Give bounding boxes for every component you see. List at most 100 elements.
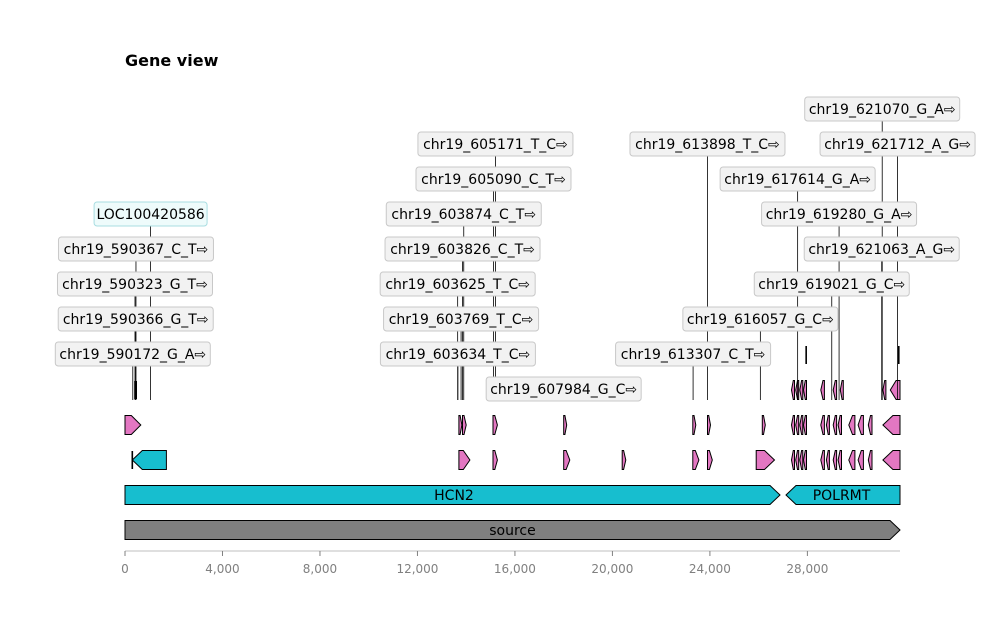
exon	[825, 415, 830, 435]
exon	[839, 380, 844, 400]
x-axis: 0 4,000 8,000 12,000 16,000 20,000 24,000 28,00…	[121, 550, 900, 576]
feature-tracks: source HCN2 POLRMT	[124, 485, 901, 540]
label-box	[379, 341, 536, 367]
label-box	[753, 271, 910, 297]
exon	[802, 450, 807, 470]
variant-label: chr19_619280_G_A⇨	[766, 207, 913, 223]
label-box	[485, 376, 642, 402]
variant-label: chr19_613307_C_T⇨	[621, 347, 766, 363]
feature-label: HCN2	[434, 488, 474, 504]
exon	[848, 415, 856, 435]
exon	[837, 415, 842, 435]
variant-label: chr19_603826_C_T⇨	[390, 242, 535, 258]
exon	[795, 450, 800, 470]
label-box	[415, 166, 572, 192]
label-box	[719, 166, 876, 192]
exon	[692, 450, 700, 470]
exon	[857, 415, 864, 435]
exon	[802, 380, 807, 400]
exon	[790, 380, 795, 400]
cds-feature	[131, 450, 167, 470]
variant-label: chr19_590323_G_T⇨	[62, 277, 208, 293]
variant-labels: LOC100420586 chr19_590367_C_T⇨ chr19_59032…	[54, 96, 976, 402]
exon	[761, 415, 766, 435]
label-box	[803, 236, 960, 262]
exon	[458, 450, 471, 470]
variant-label: chr19_613898_T_C⇨	[635, 137, 780, 153]
variant-label: chr19_603769_T_C⇨	[389, 312, 534, 328]
exon	[837, 450, 842, 470]
label-box	[682, 306, 839, 332]
exon	[462, 415, 467, 435]
exon	[563, 415, 568, 435]
variant-label: chr19_590172_G_A⇨	[59, 347, 206, 363]
exon	[124, 415, 142, 435]
label-box	[93, 201, 208, 227]
x-tick-label: 12,000	[396, 562, 438, 576]
exon	[795, 380, 800, 400]
exon	[848, 450, 856, 470]
label-box	[417, 131, 574, 157]
exon	[458, 415, 463, 435]
variant-label: chr19_621712_A_G⇨	[824, 137, 971, 153]
figure-title: Gene view	[125, 51, 219, 70]
exon	[799, 415, 804, 435]
exon	[492, 415, 498, 435]
exon	[707, 450, 713, 470]
exon	[790, 415, 795, 435]
exon	[799, 450, 804, 470]
variant-label: chr19_617614_G_A⇨	[724, 172, 871, 188]
exon	[832, 450, 838, 470]
exon	[857, 450, 864, 470]
x-tick-label: 16,000	[494, 562, 536, 576]
x-tick-label: 20,000	[591, 562, 633, 576]
exon	[692, 415, 697, 435]
exon	[755, 450, 776, 470]
label-box	[54, 341, 211, 367]
label-box	[56, 271, 213, 297]
label-box	[379, 271, 536, 297]
variant-label: chr19_619021_G_C⇨	[758, 277, 905, 293]
x-tick-label: 0	[121, 562, 129, 576]
variant-label: chr19_607984_G_C⇨	[490, 382, 637, 398]
label-box	[384, 236, 541, 262]
exon	[889, 380, 901, 400]
x-tick-label: 28,000	[786, 562, 828, 576]
variant-label: chr19_605171_T_C⇨	[423, 137, 568, 153]
x-tick-label: 8,000	[303, 562, 337, 576]
variant-label: chr19_603625_T_C⇨	[385, 277, 530, 293]
feature-hcn2	[124, 485, 781, 505]
exon	[832, 380, 838, 400]
variant-label: chr19_590367_C_T⇨	[64, 242, 209, 258]
exon	[832, 415, 838, 435]
variant-label: chr19_605090_C_T⇨	[421, 172, 566, 188]
exon	[867, 415, 873, 435]
variant-label: chr19_621070_G_A⇨	[809, 102, 956, 118]
feature-label: POLRMT	[813, 488, 871, 504]
exon	[820, 380, 825, 400]
variant-label: chr19_603874_C_T⇨	[391, 207, 536, 223]
gene-label: LOC100420586	[96, 207, 204, 223]
label-box	[57, 236, 214, 262]
variant-label: chr19_616057_G_C⇨	[687, 312, 834, 328]
exon	[825, 450, 830, 470]
x-tick-label: 4,000	[205, 562, 239, 576]
label-box	[57, 306, 214, 332]
label-box	[385, 201, 542, 227]
feature-label: source	[489, 523, 536, 539]
exon	[882, 415, 901, 435]
exon	[563, 450, 571, 470]
variant-label: chr19_621063_A_G⇨	[808, 242, 955, 258]
exon	[799, 380, 804, 400]
exon	[867, 450, 873, 470]
feature-source	[124, 520, 901, 540]
variant-label: chr19_603634_T_C⇨	[386, 347, 531, 363]
exon	[707, 415, 712, 435]
exon	[882, 450, 901, 470]
x-tick-label: 24,000	[689, 562, 731, 576]
exon	[621, 450, 627, 470]
exon	[802, 415, 807, 435]
label-box	[804, 96, 961, 122]
label-box	[761, 201, 918, 227]
